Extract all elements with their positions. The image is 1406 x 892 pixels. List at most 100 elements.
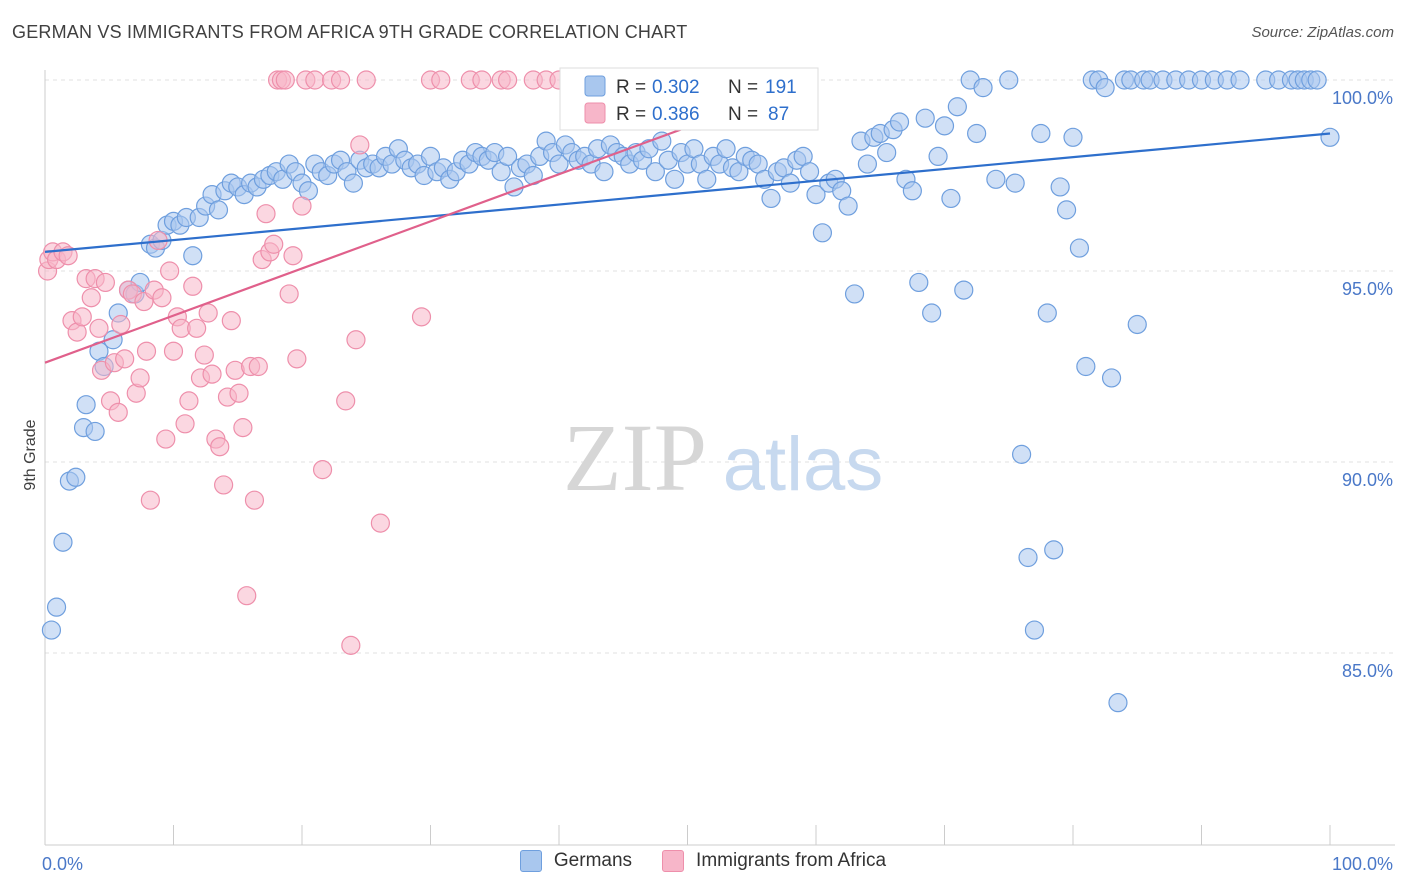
y-tick-label: 100.0%: [1332, 88, 1393, 108]
germans-trend-line: [44, 132, 1331, 253]
africa-point: [370, 513, 390, 533]
germans-point: [41, 620, 62, 640]
germans-point: [208, 200, 229, 220]
germans-point: [1037, 303, 1057, 323]
germans-point: [1018, 547, 1038, 568]
germans-point: [1095, 78, 1115, 98]
germans-point: [1005, 173, 1025, 193]
africa-point: [115, 349, 135, 369]
africa-point: [72, 307, 92, 327]
germans-point: [844, 284, 865, 304]
africa-point: [221, 311, 241, 331]
legend-swatch-africa-bottom: [662, 850, 685, 872]
africa-point: [305, 70, 325, 90]
africa-point: [210, 437, 230, 457]
y-tick-label: 95.0%: [1342, 279, 1393, 299]
africa-point: [346, 330, 366, 350]
legend-label-germans: Germans: [553, 850, 633, 871]
germans-point: [973, 78, 993, 98]
germans-point: [652, 131, 672, 151]
axes: [44, 70, 1395, 846]
germans-point: [799, 162, 820, 182]
africa-point: [264, 234, 284, 254]
points-layer: [37, 70, 1340, 713]
africa-point: [283, 246, 303, 266]
legend-label-africa: Immigrants from Africa: [696, 850, 887, 871]
germans-point: [76, 395, 96, 415]
stats-legend: R = 0.302 N = 191 R = 0.386 N = 87: [559, 67, 819, 131]
germans-point: [922, 303, 942, 323]
legend-n-value-germans: 191: [765, 77, 797, 98]
germans-point: [915, 108, 935, 128]
germans-point: [812, 223, 833, 243]
africa-point: [292, 196, 312, 216]
germans-point: [941, 188, 961, 209]
africa-point: [108, 402, 128, 422]
africa-point: [431, 70, 451, 90]
africa-point: [202, 364, 222, 384]
source-label: Source: ZipAtlas.com: [1251, 24, 1394, 41]
africa-point: [111, 314, 131, 335]
y-tick-label: 90.0%: [1342, 470, 1393, 490]
germans-point: [716, 139, 736, 159]
germans-point: [928, 146, 948, 166]
germans-point: [806, 185, 826, 205]
germans-point: [1024, 620, 1045, 640]
germans-point: [902, 181, 922, 201]
africa-point: [256, 204, 276, 224]
germans-point: [53, 532, 73, 552]
germans-point: [838, 196, 858, 216]
africa-point: [287, 349, 307, 369]
africa-point: [330, 70, 351, 90]
africa-point: [194, 345, 214, 365]
legend-r-value-germans: 0.302: [652, 77, 700, 98]
africa-point: [136, 341, 157, 361]
africa-point: [244, 490, 265, 510]
africa-point: [187, 318, 207, 338]
africa-point: [183, 276, 203, 296]
germans-point: [1230, 70, 1250, 90]
germans-point: [954, 280, 974, 300]
germans-point: [1307, 70, 1327, 90]
germans-point: [877, 142, 897, 163]
germans-point: [1050, 177, 1070, 197]
germans-point: [1320, 127, 1340, 147]
africa-point: [411, 307, 432, 327]
legend-swatch-germans-bottom: [519, 850, 542, 872]
germans-point: [343, 173, 363, 193]
africa-point: [175, 414, 195, 434]
germans-point: [549, 154, 569, 174]
germans-point: [1108, 693, 1128, 713]
germans-point: [1011, 444, 1032, 464]
germans-point: [594, 162, 614, 182]
germans-point: [889, 112, 910, 132]
legend-r-label-germans: R =: [616, 77, 646, 98]
africa-point: [214, 475, 234, 495]
legend-item-germans: Germans: [519, 850, 633, 872]
africa-point: [336, 391, 356, 411]
africa-point: [233, 418, 253, 438]
germans-point: [665, 169, 685, 189]
germans-point: [697, 169, 717, 189]
series-germans: [41, 70, 1340, 713]
germans-point: [857, 154, 878, 174]
legend-swatch-africa: [584, 102, 606, 124]
x-tick-label: 0.0%: [42, 854, 83, 874]
germans-point: [66, 467, 86, 487]
africa-point: [130, 368, 150, 388]
watermark-atlas: atlas: [723, 422, 884, 507]
africa-point: [198, 303, 218, 323]
germans-point: [1069, 238, 1090, 258]
germans-point: [645, 162, 665, 182]
legend-n-label-germans: N =: [728, 77, 758, 98]
tick-labels: 85.0% 90.0% 95.0% 100.0% 0.0% 100.0%: [42, 88, 1393, 874]
africa-point: [356, 70, 376, 90]
germans-point: [1056, 200, 1077, 220]
africa-point: [95, 272, 115, 293]
germans-point: [1101, 368, 1122, 388]
africa-point: [341, 635, 361, 655]
germans-point: [967, 123, 987, 144]
africa-point: [350, 135, 370, 155]
africa-point: [498, 70, 518, 90]
